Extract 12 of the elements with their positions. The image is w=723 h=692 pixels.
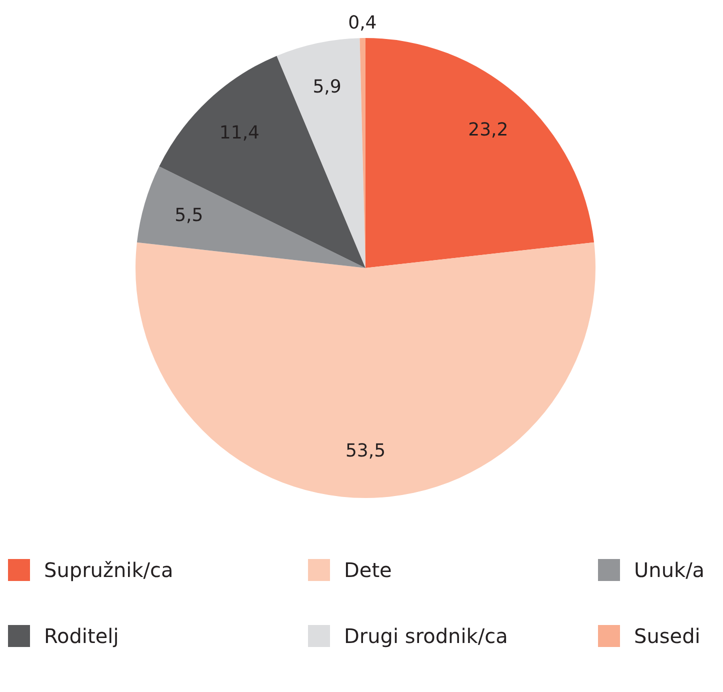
- legend-label: Dete: [344, 558, 392, 582]
- data-label: 53,5: [345, 440, 386, 462]
- data-label: 5,9: [312, 76, 342, 98]
- data-label: 0,4: [348, 12, 377, 34]
- legend-label: Roditelj: [44, 624, 119, 648]
- legend-label: Unuk/a: [634, 558, 705, 582]
- legend-label: Supružnik/ca: [44, 558, 174, 582]
- legend-label: Drugi srodnik/ca: [344, 624, 508, 648]
- data-label: 5,5: [174, 205, 204, 226]
- data-label: 11,4: [219, 122, 260, 144]
- data-label: 23,2: [468, 120, 508, 141]
- legend-label: Susedi: [634, 624, 700, 648]
